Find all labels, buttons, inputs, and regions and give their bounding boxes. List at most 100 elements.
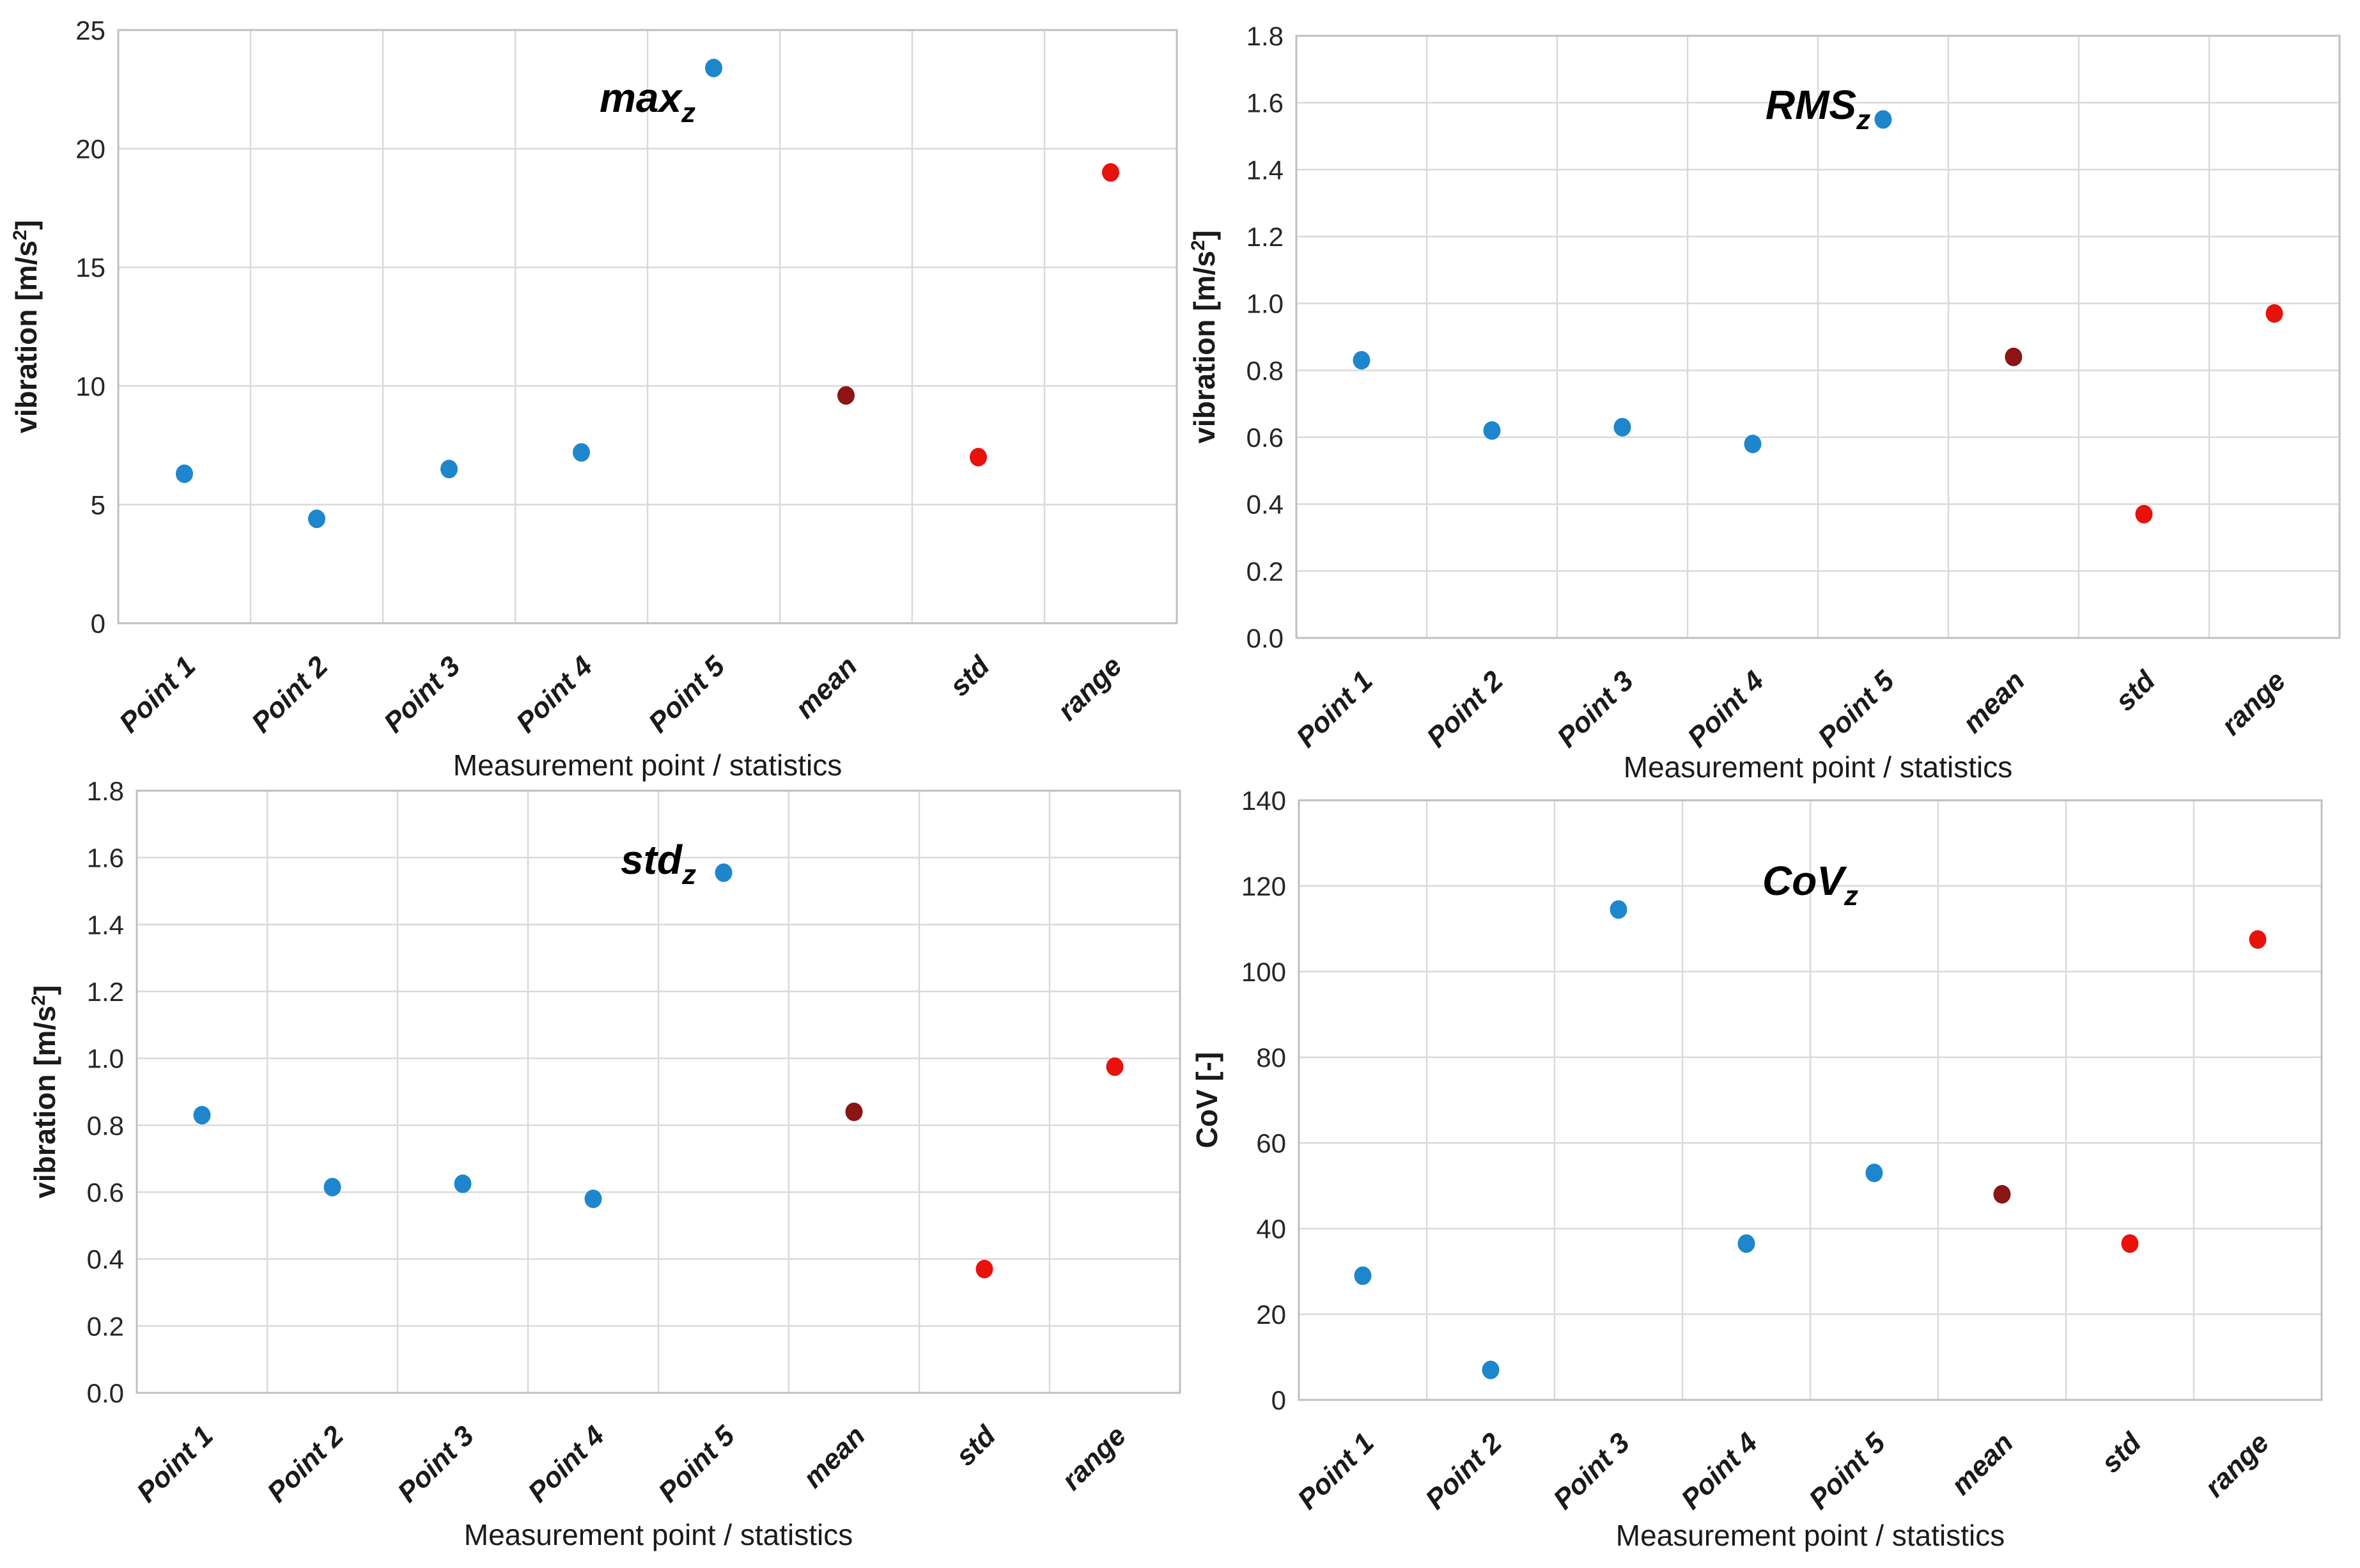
data-point-Point 1 [1353, 351, 1370, 370]
y-tick-label: 140 [1241, 786, 1286, 816]
data-point-Point 5 [1874, 110, 1892, 129]
x-category-group: Point 3 [1551, 665, 1640, 753]
x-category-group: Point 1 [131, 1420, 219, 1508]
chart-std-z: 0.0 0.2 0.4 0.6 0.8 1.0 1.2 1.4 1.6 1.8 Point 1 Poi… [0, 776, 1181, 1567]
data-point-Point 4 [1737, 1234, 1755, 1253]
x-category-label: Point 5 [653, 1420, 741, 1509]
x-category-group: std [950, 1420, 1002, 1472]
data-point-Point 3 [1610, 900, 1627, 919]
y-tick-label: 1.4 [87, 910, 124, 940]
x-axis: Point 1 Point 2 Point 3 Point 4 Point 5 mean s… [1292, 1427, 2275, 1516]
data-point-std [2135, 504, 2153, 524]
x-category-group: Point 2 [1420, 1427, 1509, 1516]
y-tick-label: 0.8 [87, 1110, 124, 1140]
data-point-range [2265, 304, 2283, 323]
x-category-group: Point 1 [1292, 1427, 1380, 1515]
y-tick-label: 60 [1256, 1128, 1286, 1158]
y-axis: 0 20 40 60 80 100 120 140 [1241, 786, 1286, 1415]
x-category-label: Point 4 [510, 650, 598, 738]
x-category-group: Point 3 [392, 1420, 480, 1508]
y-axis: 0 5 10 15 20 25 [75, 15, 105, 639]
x-category-group: Point 1 [113, 650, 201, 738]
y-tick-label: 1.8 [1246, 21, 1284, 51]
x-category-label: mean [1957, 665, 2031, 739]
data-point-mean [837, 386, 855, 405]
data-point-Point 4 [1744, 434, 1762, 453]
data-point-Point 4 [584, 1189, 602, 1208]
y-tick-label: 5 [91, 490, 105, 520]
x-category-group: Point 2 [245, 650, 334, 739]
chart-title: maxz [600, 75, 695, 128]
data-point-Point 3 [440, 460, 458, 479]
chart-title: CoVz [1762, 858, 1858, 912]
y-axis-title: vibration [m/s2] [1188, 230, 1221, 444]
x-category-group: Point 4 [510, 650, 598, 738]
data-points [193, 863, 1124, 1278]
x-category-group: Point 5 [1803, 1427, 1892, 1516]
x-category-label: Point 4 [1675, 1427, 1764, 1515]
x-category-label: Point 1 [1291, 665, 1379, 753]
y-tick-label: 1.6 [87, 843, 124, 873]
x-category-group: mean [1957, 665, 2031, 739]
y-tick-label: 100 [1241, 957, 1286, 987]
x-category-group: range [1052, 650, 1128, 726]
x-category-group: Point 5 [1812, 665, 1901, 754]
y-tick-label: 0.4 [87, 1245, 124, 1275]
y-tick-label: 10 [75, 371, 105, 401]
x-category-label: Point 4 [1682, 665, 1770, 753]
data-point-range [1106, 1057, 1124, 1076]
y-axis: 0.0 0.2 0.4 0.6 0.8 1.0 1.2 1.4 1.6 1.8 [87, 776, 124, 1408]
y-tick-label: 120 [1241, 871, 1286, 901]
x-category-label: Point 2 [261, 1420, 350, 1509]
data-point-Point 5 [705, 58, 722, 77]
x-category-label: Point 3 [1551, 665, 1640, 753]
y-tick-label: 0.8 [1246, 355, 1284, 385]
data-points [176, 58, 1119, 529]
y-tick-label: 0 [91, 609, 105, 639]
y-axis-title-group: vibration [m/s2] [1188, 230, 1221, 444]
y-tick-label: 40 [1256, 1214, 1286, 1244]
plot-border [117, 29, 1178, 625]
data-point-Point 5 [715, 863, 733, 882]
x-category-label: Point 5 [1803, 1427, 1892, 1516]
y-axis-title-group: CoV [-] [1190, 1052, 1223, 1149]
x-category-group: Point 2 [1421, 665, 1510, 754]
x-category-label: range [1052, 650, 1128, 726]
plot-border [1295, 35, 2341, 639]
y-tick-label: 15 [75, 252, 105, 283]
x-category-group: Point 4 [1682, 665, 1770, 753]
data-point-Point 5 [1865, 1163, 1883, 1183]
data-point-Point 2 [308, 509, 325, 529]
y-axis-title: vibration [m/s2] [28, 985, 61, 1199]
y-tick-label: 1.8 [87, 776, 124, 806]
y-tick-label: 80 [1256, 1043, 1286, 1073]
x-axis-title: Measurement point / statistics [464, 1518, 853, 1551]
x-category-group: mean [1945, 1427, 2019, 1501]
y-tick-label: 1.0 [1246, 289, 1284, 319]
x-category-label: std [943, 650, 996, 702]
y-axis-title-group: vibration [m/s2] [10, 220, 43, 433]
x-category-group: Point 4 [522, 1420, 610, 1508]
x-axis: Point 1 Point 2 Point 3 Point 4 Point 5 mean s… [113, 650, 1128, 739]
x-axis: Point 1 Point 2 Point 3 Point 4 Point 5 mean s… [1291, 665, 2292, 754]
data-point-Point 1 [193, 1106, 211, 1125]
x-category-group: mean [797, 1420, 871, 1494]
x-category-group: Point 3 [1548, 1427, 1636, 1515]
plot-border [1298, 799, 2323, 1401]
chart-rms-z: 0.0 0.2 0.4 0.6 0.8 1.0 1.2 1.4 1.6 1.8 Point 1 Poi… [1180, 0, 2360, 784]
y-axis: 0.0 0.2 0.4 0.6 0.8 1.0 1.2 1.4 1.6 1.8 [1246, 21, 1284, 653]
chart-max-z: 0 5 10 15 20 25 Point 1 Point 2 Point 3 Point 4 Po… [0, 0, 1180, 784]
x-category-label: Point 2 [245, 650, 334, 739]
y-axis-title: vibration [m/s2] [10, 220, 43, 433]
x-axis-title: Measurement point / statistics [1616, 1519, 2005, 1552]
data-point-std [975, 1259, 993, 1278]
data-point-Point 2 [1483, 421, 1501, 440]
gridlines [1296, 35, 2340, 639]
x-category-label: mean [1945, 1427, 2019, 1501]
x-category-group: std [2095, 1427, 2148, 1479]
x-category-label: std [2109, 665, 2162, 717]
